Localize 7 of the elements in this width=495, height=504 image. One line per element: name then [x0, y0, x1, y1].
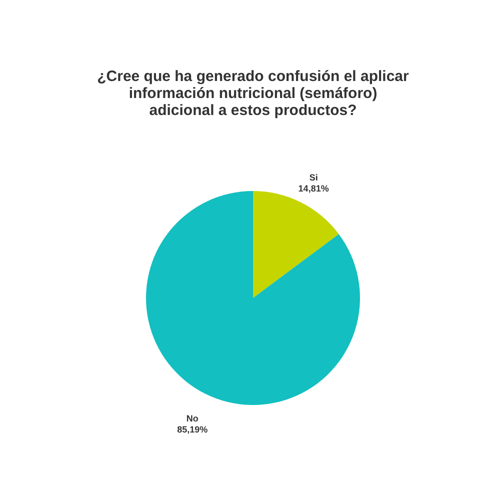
pie-slice: [253, 191, 339, 298]
data-label: 85,19%: [177, 424, 208, 435]
slice-label: Si: [309, 172, 318, 182]
chart-title: ¿Cree que ha generado confusión el aplicar información nutricional (semáforo) adicional a estos productos?: [97, 68, 410, 119]
data-label: 14,81%: [298, 183, 329, 194]
slice-label: No: [186, 414, 199, 424]
pie-slice: [146, 191, 360, 405]
